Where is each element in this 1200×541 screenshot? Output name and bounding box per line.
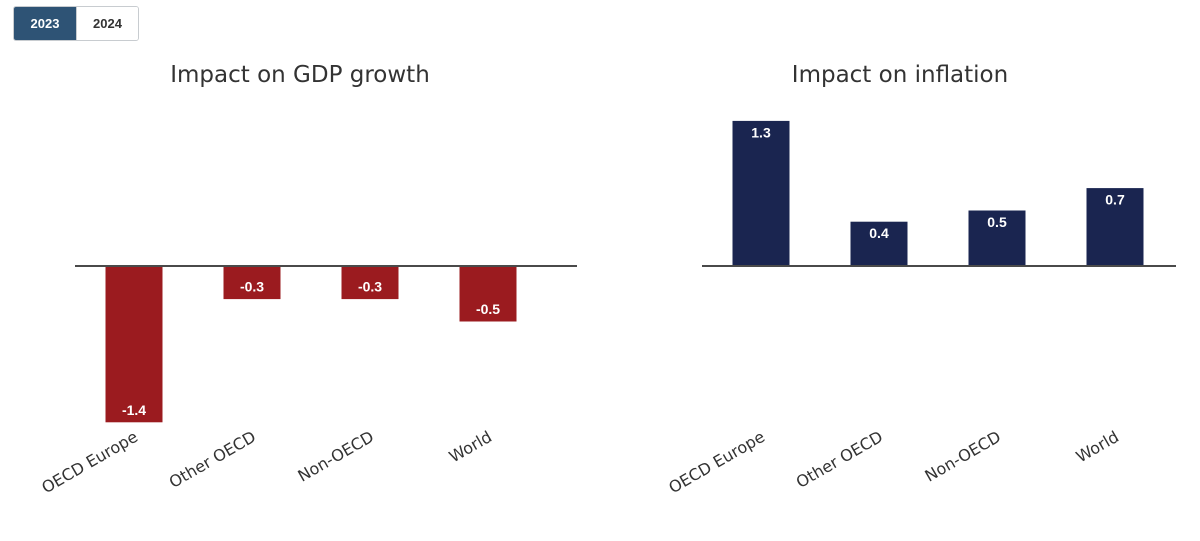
gdp-bar xyxy=(458,265,518,323)
gdp-category-label: Non-OECD xyxy=(294,427,377,486)
gdp-chart-title: Impact on GDP growth xyxy=(170,62,430,88)
inflation-bar xyxy=(849,220,909,267)
inflation-chart: Impact on inflation 1.3 OECD Europe 0.4 Oth… xyxy=(665,62,1176,497)
inflation-data-label: 1.3 xyxy=(751,124,771,140)
gdp-category-label: OECD Europe xyxy=(38,427,141,497)
inflation-chart-title: Impact on inflation xyxy=(792,62,1008,88)
tab-2024[interactable]: 2024 xyxy=(76,7,138,40)
gdp-data-label: -0.3 xyxy=(358,279,382,295)
gdp-category-label: World xyxy=(446,427,495,466)
inflation-category-label: Other OECD xyxy=(793,427,886,492)
tab-2023[interactable]: 2023 xyxy=(14,7,76,40)
inflation-category-label: Non-OECD xyxy=(921,427,1004,486)
gdp-data-label: -0.3 xyxy=(240,279,264,295)
inflation-data-label: 0.5 xyxy=(987,214,1007,230)
year-toggle: 2023 2024 xyxy=(13,6,139,41)
inflation-data-label: 0.7 xyxy=(1105,192,1125,208)
inflation-category-label: OECD Europe xyxy=(665,427,768,497)
inflation-category-label: World xyxy=(1073,427,1122,466)
gdp-category-label: Other OECD xyxy=(166,427,259,492)
gdp-bar xyxy=(340,265,400,301)
gdp-data-label: -1.4 xyxy=(122,402,146,418)
gdp-bar xyxy=(222,265,282,301)
gdp-bar xyxy=(104,265,164,424)
inflation-bar xyxy=(731,119,791,267)
gdp-growth-chart: Impact on GDP growth -1.4 OECD Europe -0.3… xyxy=(38,62,577,497)
gdp-data-label: -0.5 xyxy=(476,301,500,317)
inflation-data-label: 0.4 xyxy=(869,225,889,241)
